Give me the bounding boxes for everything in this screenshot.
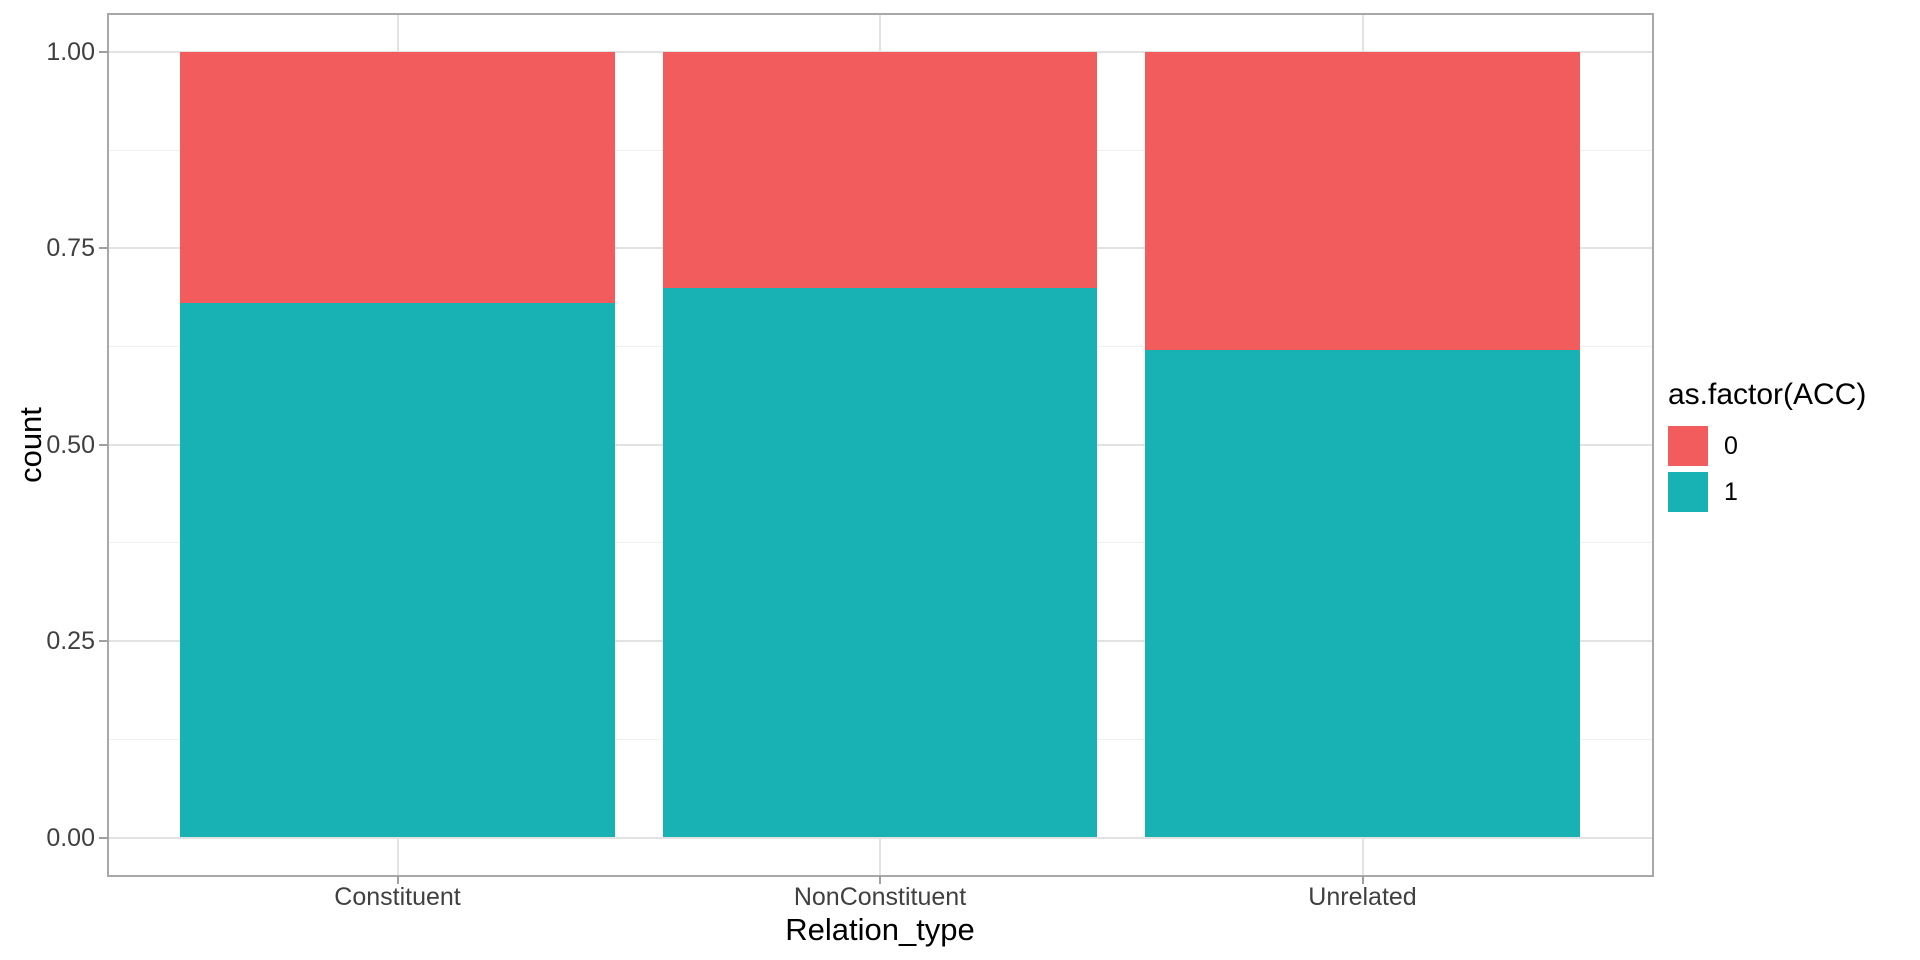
y-axis-tick	[99, 836, 108, 839]
y-tick-label: 0.50	[46, 430, 95, 459]
y-axis-title: count	[13, 407, 48, 483]
y-tick-label: 0.00	[46, 823, 95, 852]
bar-segment-nonconstituent-acc0	[662, 52, 1098, 288]
x-tick-label: NonConstituent	[793, 883, 967, 911]
bar-segment-unrelated-acc0	[1145, 52, 1580, 351]
legend-swatch	[1668, 426, 1708, 466]
bar-segment-unrelated-acc1	[1145, 350, 1580, 838]
bar-segment-constituent-acc1	[180, 303, 615, 838]
legend-swatch	[1668, 472, 1708, 512]
legend-entry: 1	[1668, 472, 1866, 512]
legend-entry-label: 0	[1724, 431, 1738, 460]
x-tick-label: Unrelated	[1308, 883, 1417, 911]
y-tick-label: 0.75	[46, 234, 95, 263]
legend-entry-label: 1	[1724, 477, 1738, 506]
x-axis-tick	[396, 876, 399, 884]
y-axis-tick	[99, 640, 108, 643]
y-axis-tick	[99, 51, 108, 53]
x-axis-title: Relation_type	[785, 912, 975, 947]
x-axis-tick	[1361, 876, 1364, 884]
y-tick-label: 1.00	[46, 38, 95, 66]
y-axis-tick	[99, 247, 108, 250]
x-tick-label: Constituent	[334, 883, 461, 911]
bar-segment-nonconstituent-acc1	[662, 287, 1098, 838]
x-axis-tick	[879, 876, 881, 884]
legend-entry: 0	[1668, 426, 1866, 466]
bar-segment-constituent-acc0	[180, 52, 615, 304]
y-tick-label: 0.25	[46, 627, 95, 656]
legend-title: as.factor(ACC)	[1668, 378, 1867, 411]
y-axis-tick	[99, 443, 108, 446]
